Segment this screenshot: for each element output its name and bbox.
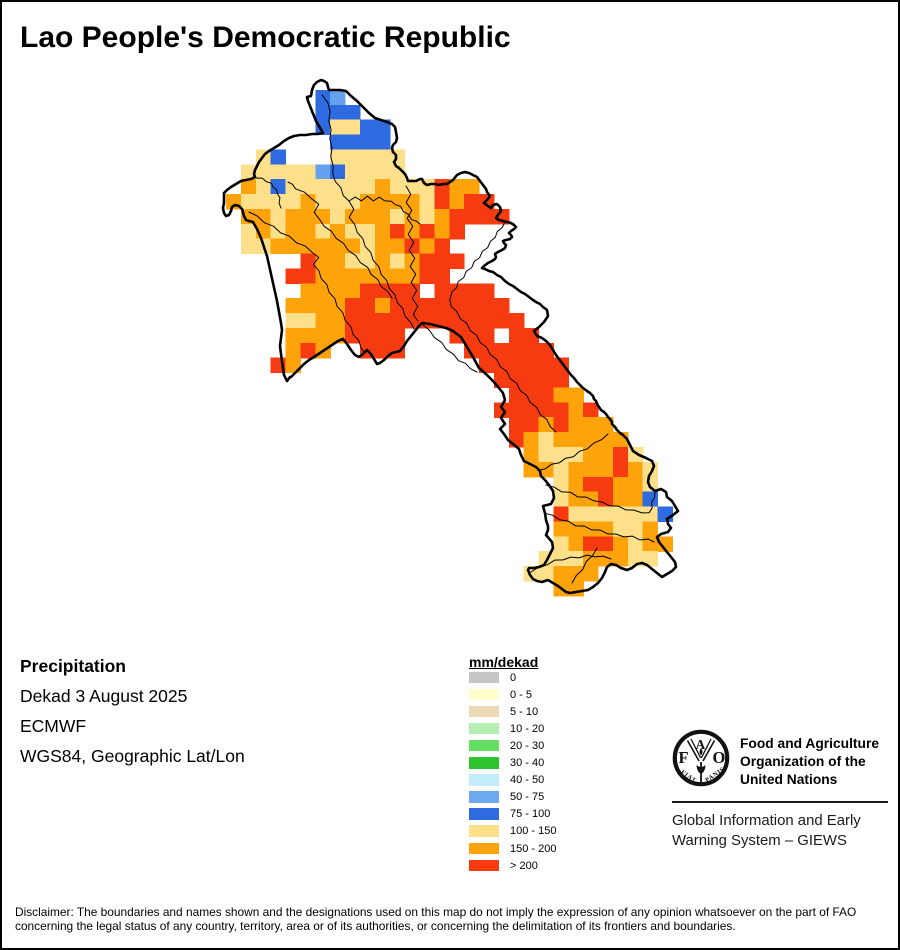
svg-text:O: O	[713, 748, 726, 767]
svg-text:A: A	[696, 737, 706, 752]
svg-text:F: F	[679, 748, 689, 767]
